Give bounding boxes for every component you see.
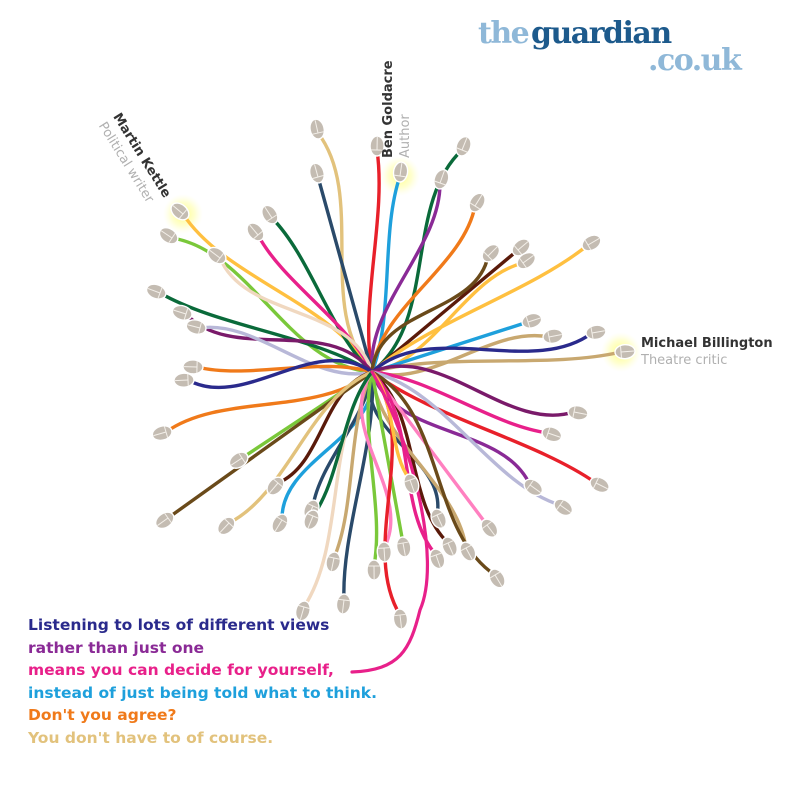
computer-mouse-icon[interactable] <box>369 135 385 157</box>
computer-mouse-icon[interactable] <box>453 134 473 158</box>
mouse-cable <box>198 325 374 376</box>
computer-mouse-icon[interactable] <box>214 514 238 538</box>
computer-mouse-icon[interactable] <box>514 249 538 272</box>
mouse-cable <box>370 370 405 545</box>
computer-mouse-icon[interactable] <box>428 507 449 531</box>
guardian-logo[interactable]: the guardian .co.uk <box>478 16 748 78</box>
person-name: Ben Goldacre <box>381 60 396 158</box>
computer-mouse-icon[interactable] <box>542 327 564 345</box>
computer-mouse-icon[interactable] <box>171 303 194 322</box>
computer-mouse-icon[interactable] <box>244 220 268 244</box>
logo-guardian: guardian <box>531 16 672 51</box>
computer-mouse-icon[interactable] <box>185 318 208 337</box>
mouse-cable <box>359 370 393 550</box>
computer-mouse-icon[interactable] <box>479 241 503 265</box>
computer-mouse-icon[interactable] <box>259 202 282 226</box>
mouse-cable <box>342 370 375 602</box>
computer-mouse-icon[interactable] <box>392 161 409 183</box>
computer-mouse-icon[interactable] <box>614 343 636 360</box>
caption-line: Listening to lots of different views <box>28 616 330 634</box>
computer-mouse-icon[interactable] <box>301 508 322 532</box>
computer-mouse-icon[interactable] <box>588 474 612 495</box>
mouse-cable <box>370 243 590 374</box>
computer-mouse-icon[interactable] <box>520 311 543 330</box>
computer-mouse-icon[interactable] <box>486 566 508 590</box>
computer-mouse-icon[interactable] <box>293 599 312 622</box>
mouse-cable <box>170 236 374 374</box>
caption-line: You don't have to of course. <box>28 728 274 747</box>
logo-the: the <box>478 16 530 51</box>
computer-mouse-icon[interactable] <box>579 232 603 254</box>
caption-line: rather than just one <box>28 638 205 657</box>
computer-mouse-icon[interactable] <box>269 511 291 535</box>
computer-mouse-icon[interactable] <box>540 424 563 444</box>
computer-mouse-icon[interactable] <box>392 608 409 630</box>
mouse-cable <box>195 364 374 374</box>
person-ben-goldacre: Ben Goldacre Author <box>380 60 414 158</box>
mouse-cable <box>158 291 374 374</box>
computer-mouse-icon[interactable] <box>431 167 451 191</box>
mouse-cable <box>311 370 374 518</box>
mouse-cable <box>227 370 374 525</box>
computer-mouse-icon[interactable] <box>308 118 326 141</box>
person-role: Theatre critic <box>641 353 728 368</box>
mouse-cable <box>370 254 490 374</box>
caption-line: Don't you agree? <box>28 706 177 724</box>
computer-mouse-icon[interactable] <box>585 324 607 341</box>
computer-mouse-icon[interactable] <box>324 551 342 573</box>
computer-mouse-icon[interactable] <box>551 496 575 519</box>
mouse-cable <box>370 370 598 485</box>
computer-mouse-icon[interactable] <box>439 535 460 559</box>
computer-mouse-icon[interactable] <box>567 404 589 422</box>
mouse-cable <box>366 370 379 568</box>
computer-mouse-icon[interactable] <box>264 474 288 498</box>
computer-mouse-icon[interactable] <box>509 236 533 260</box>
mouse-cable <box>164 370 374 434</box>
computer-mouse-icon[interactable] <box>156 224 180 247</box>
computer-mouse-icon[interactable] <box>466 190 488 214</box>
computer-mouse-icon[interactable] <box>205 244 229 267</box>
mouse-cable <box>186 359 374 390</box>
person-name: Michael Billington <box>641 336 773 351</box>
computer-mouse-icon[interactable] <box>427 547 447 571</box>
mouse-cable <box>316 175 374 374</box>
computer-mouse-icon[interactable] <box>401 472 421 496</box>
person-role: Author <box>398 114 413 158</box>
computer-mouse-icon[interactable] <box>395 536 412 558</box>
computer-mouse-icon[interactable] <box>457 539 479 563</box>
mouse-cable <box>184 312 374 374</box>
computer-mouse-icon[interactable] <box>376 541 392 563</box>
computer-mouse-icon[interactable] <box>478 516 501 540</box>
logo-domain: .co.uk <box>648 43 742 78</box>
mouse-cable <box>181 212 374 374</box>
computer-mouse-icon[interactable] <box>173 372 195 388</box>
computer-mouse-icon[interactable] <box>182 359 204 375</box>
computer-mouse-icon[interactable] <box>168 200 192 224</box>
caption-line: instead of just being told what to think… <box>28 683 377 702</box>
computer-mouse-icon[interactable] <box>151 424 174 443</box>
mouse-cable <box>370 331 594 374</box>
mouse-cable <box>370 370 550 435</box>
caption-line: means you can decide for yourself, <box>28 661 334 679</box>
computer-mouse-icon[interactable] <box>308 162 327 185</box>
computer-mouse-icon[interactable] <box>144 282 168 302</box>
computer-mouse-icon[interactable] <box>521 476 545 499</box>
computer-mouse-icon[interactable] <box>335 593 352 615</box>
mouse-cable <box>366 148 381 374</box>
computer-mouse-icon[interactable] <box>366 559 382 581</box>
computer-mouse-icon[interactable] <box>153 509 177 532</box>
mouse-cable <box>218 256 374 374</box>
caption-cable <box>350 370 430 674</box>
person-michael-billington: Michael Billington Theatre critic <box>641 335 773 369</box>
mouse-cable <box>166 370 374 520</box>
computer-mouse-icon[interactable] <box>226 449 250 472</box>
mouse-cable <box>370 364 576 417</box>
caption: Listening to lots of different views rat… <box>28 614 377 749</box>
mouse-cable <box>370 370 438 557</box>
mouse-cable <box>370 181 442 374</box>
